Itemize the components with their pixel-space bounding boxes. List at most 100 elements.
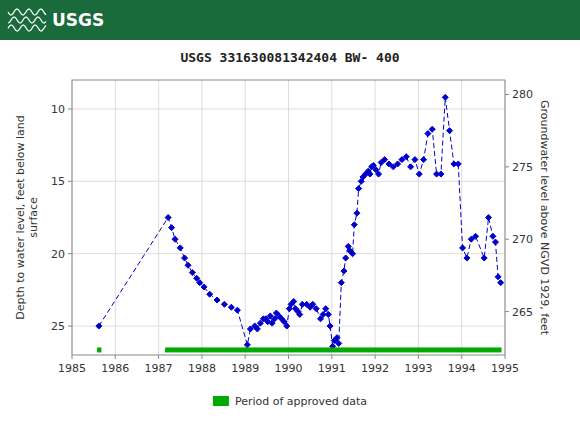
tick-label-y2: 275 [512, 161, 533, 174]
data-point [495, 274, 501, 280]
grid-line-x [461, 80, 462, 355]
data-point [464, 255, 470, 261]
data-point [350, 251, 356, 257]
data-point [351, 222, 357, 228]
data-point [421, 157, 427, 163]
axes: 1985198619871988198919901991199219931994… [51, 88, 533, 375]
tick-label-y: 20 [51, 248, 65, 261]
data-point [327, 323, 333, 329]
tick-x [505, 355, 506, 359]
data-point [486, 215, 492, 221]
tick-label-y: 10 [51, 103, 65, 116]
grid-line-y [72, 181, 505, 182]
tick-x [72, 355, 73, 359]
title: USGS 331630081342404 BW- 400 [180, 50, 399, 65]
tick-y2 [505, 166, 509, 167]
tick-label-x: 1988 [188, 362, 216, 375]
data-point [460, 245, 466, 251]
plot-frame [72, 80, 505, 355]
tick-x [158, 355, 159, 359]
tick-label-x: 1991 [318, 362, 346, 375]
data [96, 94, 504, 352]
data-point [354, 210, 360, 216]
data-point [425, 131, 431, 137]
legend-swatch [213, 396, 229, 406]
logo-wave [8, 9, 46, 15]
tick-label-y2: 270 [512, 233, 533, 246]
data-point [172, 236, 178, 242]
data-point [189, 270, 195, 276]
data-point [455, 161, 461, 167]
data-point [442, 94, 448, 100]
data-point [341, 268, 347, 274]
tick-label-y: 25 [51, 320, 65, 333]
axis-label-y2: Groundwater level above NGVD 1929, feet [538, 100, 551, 336]
tick-x [418, 355, 419, 359]
data-point [165, 215, 171, 221]
grid-line-x [115, 80, 116, 355]
grid-line-x [288, 80, 289, 355]
tick-label-x: 1985 [58, 362, 86, 375]
header [0, 0, 580, 40]
approved-period [165, 347, 501, 352]
data-point [416, 171, 422, 177]
tick-x [331, 355, 332, 359]
data-line [99, 97, 501, 346]
data-point [447, 128, 453, 134]
data-point [214, 297, 220, 303]
data-point [182, 255, 188, 261]
tick-label-x: 1987 [145, 362, 173, 375]
data-point [313, 306, 319, 312]
tick-x [461, 355, 462, 359]
data-point [343, 255, 349, 261]
tick-label-x: 1989 [231, 362, 259, 375]
data-point [481, 255, 487, 261]
data-point [197, 280, 203, 286]
grid-line-x [158, 80, 159, 355]
data-point [244, 342, 250, 348]
logo-text: USGS [52, 10, 104, 30]
data-point [291, 298, 297, 304]
grid-line-x [201, 80, 202, 355]
tick-x [201, 355, 202, 359]
data-point [492, 239, 498, 245]
grid-line-y [72, 253, 505, 254]
data-point [254, 326, 260, 332]
data-point [185, 262, 191, 268]
grid-line-y [72, 108, 505, 109]
tick-label-x: 1995 [491, 362, 519, 375]
data-point [395, 161, 401, 167]
tick-label-y: 15 [51, 175, 65, 188]
legend: Period of approved data [213, 395, 367, 408]
data-point [356, 186, 362, 192]
grid [72, 80, 505, 355]
tick-label-x: 1992 [361, 362, 389, 375]
data-point [334, 335, 340, 341]
data-point [498, 280, 504, 286]
data-point [323, 306, 329, 312]
data-point [284, 323, 290, 329]
tick-y [68, 181, 72, 182]
data-point [429, 126, 435, 132]
tick-y2 [505, 311, 509, 312]
grid-line-x [245, 80, 246, 355]
data-point [325, 311, 331, 317]
tick-y [68, 108, 72, 109]
axis-label-y-line: Depth to water level, feet below land [14, 115, 27, 320]
tick-label-x: 1993 [404, 362, 432, 375]
data-point [490, 233, 496, 239]
legend-label: Period of approved data [235, 395, 367, 408]
data-point [234, 307, 240, 313]
logo-wave [8, 17, 46, 23]
tick-y [68, 326, 72, 327]
approved-period [97, 347, 101, 352]
data-point [228, 304, 234, 310]
data-point [382, 157, 388, 163]
data-point [412, 157, 418, 163]
grid-line-x [375, 80, 376, 355]
data-point [169, 225, 175, 231]
data-point [403, 154, 409, 160]
data-point [408, 164, 414, 170]
tick-label-y2: 265 [512, 306, 533, 319]
tick-x [375, 355, 376, 359]
